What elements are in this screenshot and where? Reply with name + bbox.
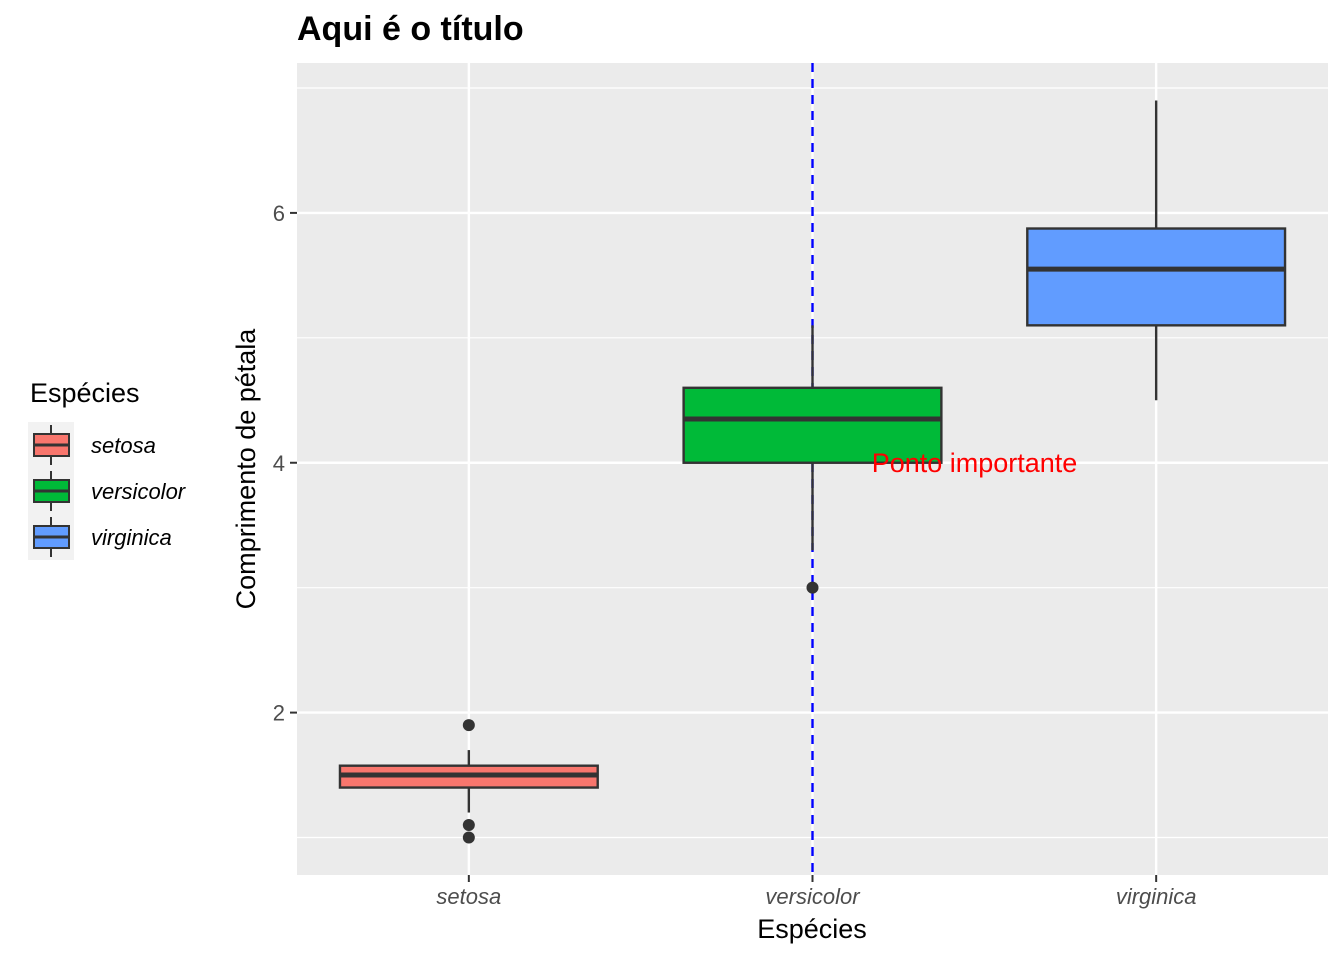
boxes-layer [338,100,1287,844]
legend-label: versicolor [91,479,187,504]
legend-items: setosa versicolor virginica [33,425,187,557]
outlier-point [462,819,475,832]
outlier-point [806,581,819,594]
box-versicolor [682,325,943,594]
chart-title: Aqui é o título [297,10,524,48]
legend: Espécies setosa versicolor virginica [28,378,187,560]
box-setosa [338,719,599,844]
outlier-point [462,719,475,732]
outlier-point [462,831,475,844]
box-iqr [1026,227,1287,327]
y-tick-label: 4 [273,451,285,476]
legend-item-virginica: virginica [33,517,172,557]
y-axis: 2 4 6 [273,201,297,726]
y-tick-label: 2 [273,701,285,726]
x-tick-label: setosa [436,884,501,909]
x-axis: setosa versicolor virginica [436,875,1197,909]
legend-label: setosa [91,433,156,458]
y-tick-label: 6 [273,201,285,226]
annotation-text: Ponto importante [872,448,1078,478]
x-tick-label: versicolor [765,884,861,909]
y-axis-title: Comprimento de pétala [231,328,261,610]
annotation-layer: Ponto importante [872,448,1078,478]
x-axis-title: Espécies [757,914,867,944]
legend-item-versicolor: versicolor [33,471,187,511]
box-iqr [682,386,943,464]
x-tick-label: virginica [1116,884,1197,909]
box-virginica [1026,100,1287,401]
legend-label: virginica [91,525,172,550]
legend-title: Espécies [30,378,140,408]
legend-item-setosa: setosa [33,425,156,465]
